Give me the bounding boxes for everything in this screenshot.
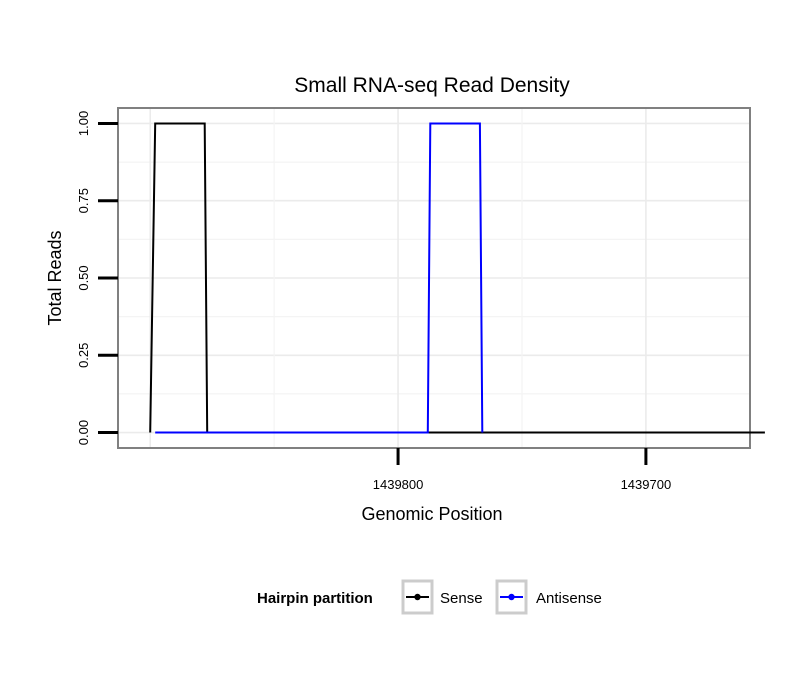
series-line-antisense — [155, 122, 484, 434]
legend-label-antisense: Antisense — [536, 590, 602, 607]
legend-label-sense: Sense — [440, 590, 483, 607]
y-tick-label: 0.25 — [76, 343, 91, 368]
y-tick-label: 0.75 — [76, 188, 91, 213]
y-tick-label: 1.00 — [76, 111, 91, 136]
y-tick-label: 0.50 — [76, 265, 91, 290]
y-axis: 0.00 0.25 0.50 0.75 1.00 — [76, 111, 118, 445]
legend-item-sense: Sense — [401, 579, 483, 615]
x-tick-label: 1439800 — [373, 477, 424, 492]
x-tick-label: 1439700 — [621, 477, 672, 492]
legend-point-antisense — [508, 593, 515, 601]
y-tick-label: 0.00 — [76, 420, 91, 445]
data-series — [149, 122, 765, 434]
legend: Hairpin partition Sense Antisense — [257, 579, 602, 615]
x-axis-label: Genomic Position — [361, 504, 502, 524]
legend-title: Hairpin partition — [257, 590, 373, 607]
legend-point-sense — [414, 593, 421, 601]
x-axis: 1439800 1439700 — [373, 448, 671, 492]
chart-title: Small RNA-seq Read Density — [294, 74, 570, 97]
legend-item-antisense: Antisense — [495, 579, 602, 615]
y-axis-label: Total Reads — [45, 230, 65, 325]
grid — [118, 108, 750, 448]
